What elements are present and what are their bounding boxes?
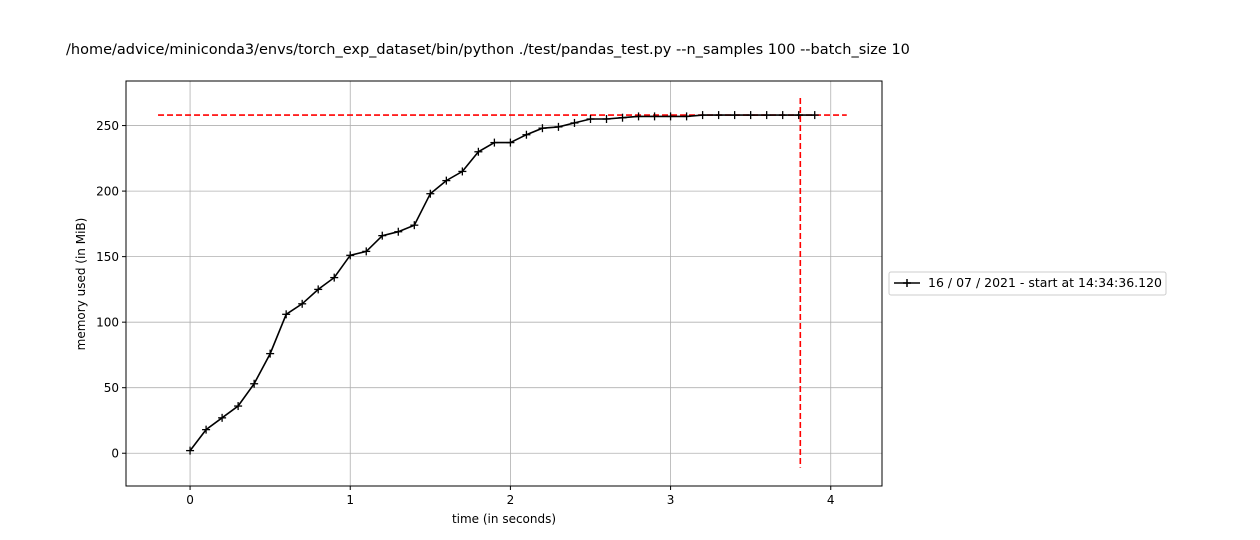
data-point [794, 111, 803, 120]
data-point [250, 379, 259, 388]
data-point [554, 122, 563, 131]
data-point [602, 115, 611, 124]
data-point [458, 167, 467, 176]
y-axis-ticks: 0 50 100 150 200 250 [96, 119, 126, 461]
data-point [346, 251, 355, 260]
data-point [522, 130, 531, 139]
data-point [426, 189, 435, 198]
y-axis-label: memory used (in MiB) [74, 218, 88, 351]
data-point [714, 111, 723, 120]
y-tick-label: 100 [96, 316, 119, 330]
y-tick-label: 0 [111, 447, 119, 461]
data-point [218, 413, 227, 422]
data-point [698, 111, 707, 120]
data-point [618, 113, 627, 122]
data-point [314, 285, 323, 294]
data-point [730, 111, 739, 120]
legend-label: 16 / 07 / 2021 - start at 14:34:36.120 [928, 275, 1162, 290]
data-point [762, 111, 771, 120]
data-point [410, 221, 419, 230]
reference-lines [158, 98, 847, 468]
data-point [474, 147, 483, 156]
data-point [202, 425, 211, 434]
data-point [362, 247, 371, 256]
data-point [506, 138, 515, 147]
data-point [298, 299, 307, 308]
grid-lines [126, 81, 882, 486]
x-tick-label: 1 [346, 493, 354, 507]
data-point [666, 112, 675, 121]
data-point [634, 112, 643, 121]
data-point [586, 115, 595, 124]
data-point [394, 227, 403, 236]
legend-box [888, 271, 1167, 296]
memory-series-line [189, 114, 815, 452]
legend: 16 / 07 / 2021 - start at 14:34:36.120 [888, 271, 1167, 296]
data-point [234, 402, 243, 411]
x-tick-label: 2 [507, 493, 515, 507]
plot-area-frame [125, 80, 883, 487]
y-tick-label: 250 [96, 119, 119, 133]
x-tick-label: 4 [827, 493, 835, 507]
y-tick-label: 150 [96, 250, 119, 264]
data-point [330, 273, 339, 282]
data-point [650, 112, 659, 121]
data-point [810, 111, 819, 120]
data-point [538, 124, 547, 133]
series-layer [186, 111, 819, 455]
x-axis-ticks: 0 1 2 3 4 [186, 486, 835, 507]
data-point [570, 118, 579, 127]
data-point [490, 138, 499, 147]
data-point [778, 111, 787, 120]
data-point [442, 176, 451, 185]
x-tick-label: 0 [186, 493, 194, 507]
x-axis-label: time (in seconds) [452, 512, 556, 526]
x-tick-label: 3 [667, 493, 675, 507]
y-tick-label: 200 [96, 185, 119, 199]
data-point [746, 111, 755, 120]
data-point [682, 112, 691, 121]
chart-title: /home/advice/miniconda3/envs/torch_exp_d… [66, 42, 910, 58]
y-tick-label: 50 [104, 381, 119, 395]
data-point [266, 349, 275, 358]
data-point [186, 446, 195, 455]
data-point [378, 231, 387, 240]
data-point [282, 310, 291, 319]
